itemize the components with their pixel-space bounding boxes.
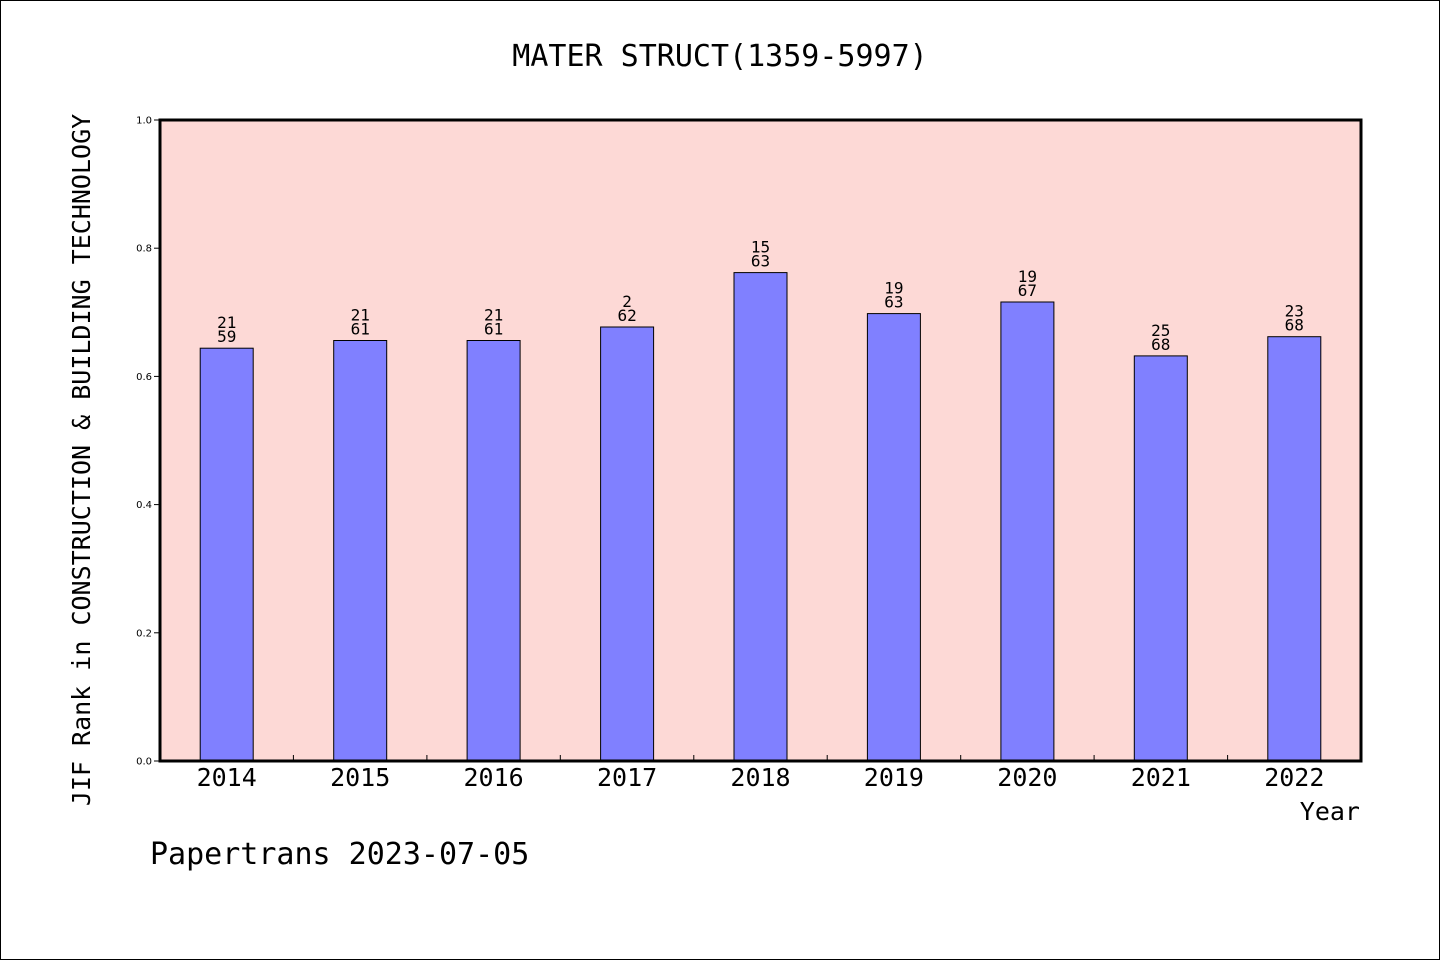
bars-group bbox=[199, 272, 1322, 762]
x-tick-label: 2018 bbox=[730, 763, 790, 792]
y-ticks-group: 0.0 0.2 0.4 0.6 0.8 1.0 bbox=[136, 116, 160, 768]
footer-watermark: Papertrans 2023-07-05 bbox=[150, 837, 529, 872]
x-ticks-group: 2014 2015 2016 2017 2018 2019 2020 2021 2022 bbox=[197, 755, 1324, 792]
y-tick-label: 0.0 bbox=[136, 757, 152, 768]
bar-total-label: 61 bbox=[351, 320, 370, 339]
bar-2021 bbox=[1133, 355, 1188, 762]
bar-rank-label: 21 bbox=[351, 306, 370, 325]
bar-total-label: 67 bbox=[1018, 281, 1037, 300]
y-tick-label: 0.4 bbox=[136, 500, 152, 511]
bar-rank-label: 23 bbox=[1285, 302, 1304, 321]
bar-rank-label: 19 bbox=[1018, 267, 1037, 286]
x-tick-label: 2022 bbox=[1264, 763, 1324, 792]
bar-rank-label: 25 bbox=[1151, 321, 1170, 340]
bar-rank-label: 19 bbox=[884, 279, 903, 298]
bar-rank-label: 15 bbox=[751, 238, 770, 257]
bar-total-label: 61 bbox=[484, 320, 503, 339]
bar-rank-label: 2 bbox=[622, 292, 632, 311]
x-tick-label: 2020 bbox=[997, 763, 1057, 792]
bar-total-label: 63 bbox=[751, 252, 770, 271]
bar-total-label: 59 bbox=[217, 327, 236, 346]
x-axis-label: Year bbox=[1300, 797, 1360, 826]
bar-total-label: 68 bbox=[1285, 316, 1304, 335]
y-tick-label: 0.6 bbox=[136, 372, 152, 383]
y-tick-label: 0.2 bbox=[136, 628, 152, 639]
y-tick-label: 1.0 bbox=[136, 116, 152, 127]
bar-2019 bbox=[866, 313, 921, 762]
bar-2022 bbox=[1267, 336, 1322, 762]
chart-title: MATER STRUCT(1359-5997) bbox=[512, 39, 927, 74]
x-tick-label: 2021 bbox=[1131, 763, 1191, 792]
bar-2018 bbox=[733, 272, 788, 762]
bar-2015 bbox=[333, 340, 388, 762]
x-tick-label: 2015 bbox=[330, 763, 390, 792]
bar-total-label: 68 bbox=[1151, 335, 1170, 354]
y-tick-label: 0.8 bbox=[136, 244, 152, 255]
bar-rank-label: 21 bbox=[217, 313, 236, 332]
bar-total-label: 63 bbox=[884, 293, 903, 312]
bar-2014 bbox=[199, 347, 254, 762]
bar-rank-label: 21 bbox=[484, 306, 503, 325]
x-tick-label: 2019 bbox=[864, 763, 924, 792]
x-tick-label: 2017 bbox=[597, 763, 657, 792]
y-axis-label: JIF Rank in CONSTRUCTION & BUILDING TECH… bbox=[67, 114, 96, 806]
bar-2016 bbox=[466, 340, 521, 762]
bar-2020 bbox=[1000, 301, 1055, 762]
x-tick-label: 2016 bbox=[463, 763, 523, 792]
plot-border bbox=[158, 118, 1363, 763]
x-tick-label: 2014 bbox=[197, 763, 257, 792]
bar-2017 bbox=[600, 326, 655, 762]
bar-total-label: 62 bbox=[617, 306, 636, 325]
